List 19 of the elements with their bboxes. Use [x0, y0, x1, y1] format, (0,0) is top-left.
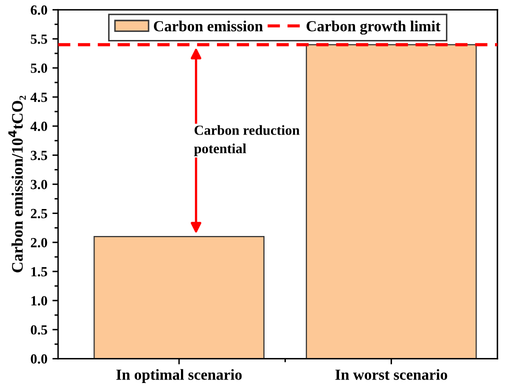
y-tick-label: 4.5	[30, 92, 48, 102]
y-tick-label: 5.5	[30, 34, 48, 44]
y-tick-label: 3.5	[30, 150, 48, 160]
y-tick-label: 1.0	[31, 296, 48, 306]
x-tick-label: In worst scenario	[335, 369, 448, 380]
y-tick-label: 1.5	[31, 267, 48, 276]
y-tick-label: 0.0	[30, 354, 48, 364]
y-tick-label: 0.5	[30, 325, 48, 335]
y-tick-label: 3.0	[30, 180, 48, 190]
y-tick-label: 2.5	[30, 208, 48, 218]
y-tick-label: 6.0	[30, 5, 48, 15]
annotation: Carbon reduction potential	[194, 125, 300, 156]
x-tick-label: In optimal scenario	[116, 369, 242, 383]
y-axis-title: Carbon emission/10$^{4}$tCO₂	[8, 96, 26, 272]
legend-label: Carbon growth limit	[306, 20, 440, 35]
y-tick-label: 5.0	[30, 64, 48, 73]
legend-label: Carbon emission	[154, 20, 263, 32]
y-tick-label: 4.0	[30, 122, 48, 132]
y-tick-label: 2.0	[30, 238, 48, 248]
